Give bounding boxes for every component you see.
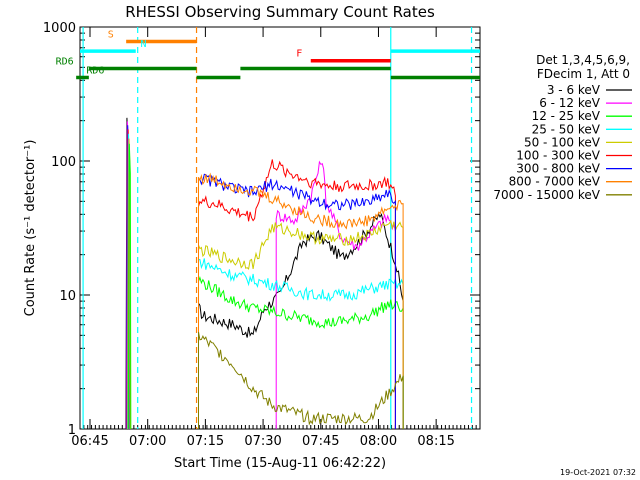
legend-label-4: 50 - 100 keV [524, 135, 601, 149]
flag-label-6: RD6 [86, 65, 104, 76]
legend-header-1: Det 1,3,4,5,6,9, [536, 53, 630, 67]
flag-label-0: S [108, 29, 114, 40]
legend-label-7: 800 - 7000 keV [509, 175, 601, 189]
x-tick-label-6: 08:15 [417, 434, 454, 449]
plot-area [79, 26, 481, 430]
x-tick-label-4: 07:45 [302, 434, 339, 449]
flag-label-4: RD6 [56, 57, 74, 68]
legend-label-2: 12 - 25 keV [532, 109, 601, 123]
series-line-7 [198, 172, 404, 429]
legend-label-3: 25 - 50 keV [532, 122, 601, 136]
series-line-8 [198, 331, 404, 429]
legend-label-1: 6 - 12 keV [539, 96, 601, 110]
series-layer [125, 117, 404, 430]
series-line-1 [275, 160, 396, 429]
x-tick-label-0: 06:45 [71, 434, 108, 449]
x-axis-label: Start Time (15-Aug-11 06:42:22) [174, 456, 386, 471]
legend-label-5: 100 - 300 keV [516, 149, 600, 163]
footer-timestamp: 19-Oct-2021 07:32 [560, 468, 636, 477]
x-tick-label-3: 07:30 [244, 434, 281, 449]
flag-lines: S N F RD6 RD6 [56, 27, 480, 429]
legend: Det 1,3,4,5,6,9, FDecim 1, Att 0 3 - 6 k… [493, 53, 632, 202]
legend-label-0: 3 - 6 keV [547, 83, 601, 97]
y-axis-label: Count Rate (s⁻¹ detector⁻¹) [23, 140, 38, 317]
y-tick-label-2: 100 [51, 155, 76, 170]
series-line-4 [198, 219, 404, 429]
series-line-6 [198, 173, 396, 429]
y-tick-label-0: 1 [68, 423, 76, 438]
legend-label-8: 7000 - 15000 keV [493, 188, 600, 202]
chart-title: RHESSI Observing Summary Count Rates [125, 3, 435, 21]
flag-label-2: F [296, 49, 302, 60]
series-line-3 [198, 258, 404, 429]
series-line-5 [198, 159, 396, 429]
x-tick-label-2: 07:15 [187, 434, 224, 449]
y-tick-label-3: 1000 [43, 21, 76, 36]
x-tick-label-1: 07:00 [129, 434, 166, 449]
flag-label-1: N [140, 39, 146, 50]
series-line-2 [198, 275, 404, 429]
x-tick-label-5: 08:00 [360, 434, 397, 449]
axis-ticks: 1 10 100 1000 06:45 07:00 07:15 07:30 07:45 08:00… [43, 21, 481, 449]
flare-spike-line-6 [127, 143, 132, 430]
series-line-0 [198, 212, 404, 429]
legend-label-6: 300 - 800 keV [516, 162, 600, 176]
plot-frame [79, 26, 481, 430]
legend-header-2: FDecim 1, Att 0 [537, 67, 630, 81]
y-tick-label-1: 10 [59, 289, 76, 304]
